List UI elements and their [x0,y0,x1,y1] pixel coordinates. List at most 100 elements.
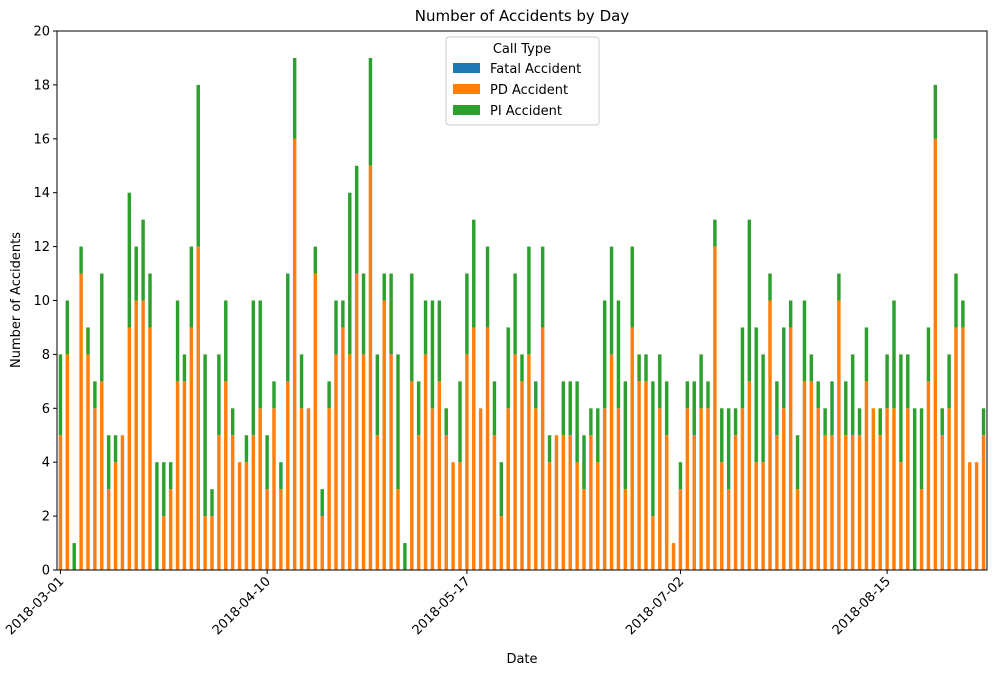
bar-pd-accident-26 [237,462,242,570]
bar-pd-accident-3 [79,273,83,570]
bar-pd-accident-112 [830,435,834,570]
bar-pd-accident-25 [230,435,235,570]
bar-pi-accident-78 [596,408,600,463]
bar-pi-accident-45 [368,57,373,166]
bar-pd-accident-118 [871,408,876,570]
bar-pi-accident-43 [354,165,359,274]
y-tick-label: 4 [42,456,50,471]
bar-pd-accident-40 [334,354,338,570]
bar-pd-accident-74 [568,435,572,570]
legend-label-fatal-accident: Fatal Accident [490,62,581,77]
bar-pi-accident-10 [127,192,132,328]
bar-pd-accident-30 [265,489,269,570]
bar-pi-accident-3 [79,246,83,274]
bar-pd-accident-10 [127,327,132,570]
bar-pd-accident-131 [961,327,965,570]
bar-pd-accident-71 [547,462,552,570]
bar-pd-accident-90 [678,489,683,570]
bar-pd-accident-8 [113,462,118,570]
bar-pd-accident-115 [850,435,855,570]
bar-pi-accident-76 [582,435,586,490]
bar-pd-accident-58 [458,462,462,570]
bar-pi-accident-117 [864,327,869,382]
bar-pi-accident-42 [348,192,352,355]
bar-pd-accident-51 [410,381,414,570]
x-tick-label: 2018-03-01 [3,574,67,638]
bar-pd-accident-62 [485,327,490,570]
bar-pi-accident-77 [589,408,593,436]
bar-pd-accident-125 [919,489,924,570]
bar-pd-accident-126 [926,381,931,570]
legend-title: Call Type [493,42,551,57]
bar-pi-accident-51 [410,273,414,382]
bar-pi-accident-92 [692,381,696,436]
bar-pi-accident-1 [65,300,70,355]
bar-pi-accident-127 [933,84,938,139]
bar-pi-accident-11 [134,246,138,301]
bar-pd-accident-6 [100,381,104,570]
bar-pi-accident-48 [389,273,393,355]
bar-pd-accident-1 [65,354,70,570]
bar-pi-accident-30 [265,435,269,490]
bar-pd-accident-98 [733,435,738,570]
bar-pi-accident-54 [430,300,435,409]
bar-pd-accident-119 [878,435,882,570]
bar-pi-accident-33 [286,273,290,382]
bar-pd-accident-57 [451,462,455,570]
bar-pi-accident-106 [788,300,793,328]
legend: Call Type Fatal Accident PD Accident PI Ac… [445,36,600,126]
bar-pd-accident-69 [534,408,538,570]
bar-pi-accident-15 [162,462,166,517]
bar-pi-accident-56 [444,408,448,436]
bar-pd-accident-63 [492,435,497,570]
bar-pd-accident-4 [86,354,90,570]
bar-pd-accident-65 [506,408,510,570]
bar-pi-accident-88 [664,381,669,436]
bar-pd-accident-109 [809,381,814,570]
bar-pi-accident-28 [251,300,256,436]
bar-pi-accident-129 [947,354,951,409]
bar-pi-accident-102 [761,354,765,463]
bar-pi-accident-52 [416,381,421,436]
chart-title: Number of Accidents by Day [415,7,630,25]
bar-pi-accident-86 [651,381,655,517]
bar-pd-accident-34 [292,138,297,571]
bar-pi-accident-134 [981,408,986,436]
bar-pi-accident-95 [713,219,717,247]
bar-pi-accident-67 [520,354,524,382]
bar-pi-accident-38 [320,489,324,517]
bar-pd-accident-129 [947,408,951,570]
bar-pi-accident-31 [272,381,276,409]
bar-pd-accident-94 [706,408,710,570]
bar-pd-accident-82 [623,489,628,570]
bar-pi-accident-7 [106,435,111,490]
bar-pi-accident-22 [210,489,214,517]
legend-label-pi-accident: PI Accident [490,104,562,119]
bar-pi-accident-21 [203,354,207,517]
bar-pi-accident-27 [244,435,249,463]
bar-pi-accident-124 [912,408,917,570]
bar-pi-accident-131 [961,300,965,328]
bar-pd-accident-114 [844,435,848,570]
bar-pd-accident-19 [189,327,194,570]
bar-pd-accident-106 [788,327,793,570]
bar-pd-accident-27 [244,462,249,570]
bar-pi-accident-50 [403,543,407,570]
bar-pi-accident-101 [754,327,758,463]
x-axis-title: Date [506,652,537,667]
bar-pd-accident-83 [630,327,634,570]
bar-pi-accident-13 [148,273,152,328]
bar-pd-accident-108 [802,381,807,570]
bar-pd-accident-116 [857,435,862,570]
bar-pd-accident-28 [251,435,256,570]
bar-pd-accident-68 [527,354,531,570]
bar-pd-accident-41 [341,327,345,570]
bar-pi-accident-121 [892,300,896,409]
bar-pi-accident-90 [678,462,683,490]
bar-pi-accident-116 [857,408,862,436]
bar-pd-accident-120 [885,408,889,570]
bar-pd-accident-20 [196,246,200,570]
bar-pi-accident-63 [492,381,497,436]
y-axis: 0 2 4 6 8 10 12 14 16 18 20 [33,25,57,579]
